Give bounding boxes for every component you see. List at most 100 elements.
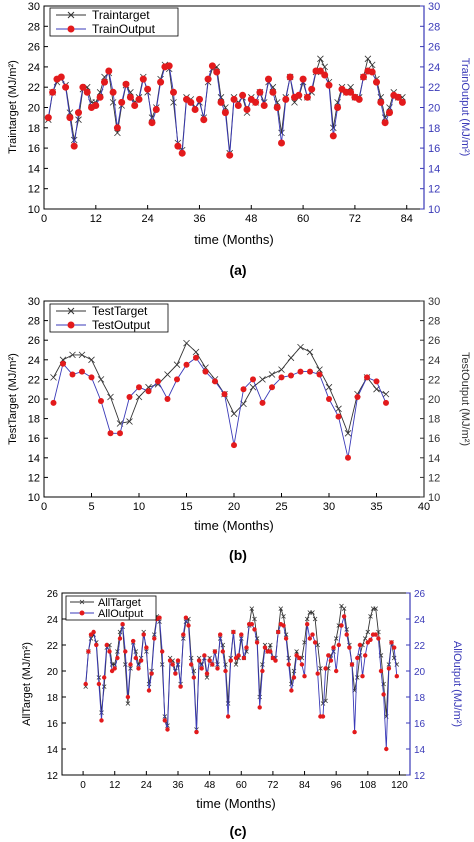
data-point-TrainOutput — [334, 104, 342, 111]
data-point-AllOutput — [160, 649, 165, 654]
data-point-AllOutput — [334, 668, 339, 674]
data-point-TestOutput — [231, 442, 237, 449]
data-point-AllOutput — [83, 681, 88, 687]
data-point-TestTarget — [278, 366, 285, 373]
x-axis-label-c: time (Months) — [196, 796, 275, 811]
data-point-TestTarget — [325, 383, 333, 391]
y-tick-label-right: 24 — [428, 62, 440, 74]
data-point-TrainOutput — [66, 114, 74, 122]
data-point-AllOutput — [349, 662, 355, 667]
data-point-TrainOutput — [170, 88, 177, 96]
y-axis-left-label-a: Traintarget (MJ/m²) — [7, 60, 19, 154]
data-point-TrainOutput — [101, 78, 108, 86]
y-tick-label-left: 22 — [47, 641, 59, 652]
data-point-TrainOutput — [386, 109, 393, 117]
legend-marker-output-a — [67, 25, 75, 33]
data-point-TrainOutput — [230, 95, 238, 103]
data-point-TestOutput — [259, 399, 266, 406]
data-point-TestOutput — [202, 368, 209, 375]
data-point-AllOutput — [178, 684, 183, 689]
data-point-TrainOutput — [139, 75, 147, 83]
data-point-TestOutput — [117, 430, 123, 437]
data-point-AllOutput — [281, 623, 286, 628]
data-point-TestOutput — [240, 386, 247, 393]
data-point-AllTarget — [225, 701, 231, 706]
data-point-AllTarget — [252, 616, 257, 622]
data-point-AllTarget — [294, 649, 299, 654]
data-point-TrainOutput — [252, 98, 260, 106]
data-point-AllTarget — [281, 614, 286, 619]
data-point-TestTarget — [297, 343, 304, 351]
data-point-AllOutput — [326, 653, 331, 658]
data-point-TestOutput — [335, 413, 342, 420]
y-tick-label-left: 18 — [28, 123, 40, 135]
y-tick-label-left: 26 — [47, 589, 59, 600]
data-point-TestOutput — [164, 396, 171, 402]
data-point-AllOutput — [344, 632, 349, 637]
data-point-AllOutput — [104, 642, 110, 648]
data-point-TestOutput — [69, 371, 76, 378]
x-tick-label: 72 — [267, 780, 279, 791]
data-point-AllOutput — [376, 636, 381, 641]
data-point-AllOutput — [347, 645, 352, 650]
data-point-TestOutput — [155, 378, 161, 385]
y-tick-label-right: 20 — [414, 667, 426, 678]
x-tick-label: 15 — [180, 501, 192, 513]
data-point-AllOutput — [207, 658, 212, 663]
y-tick-label-left: 14 — [28, 453, 40, 465]
data-point-AllTarget — [278, 606, 284, 611]
data-point-TrainOutput — [75, 109, 82, 117]
data-point-TestTarget — [78, 351, 86, 359]
x-tick-label: 84 — [299, 780, 311, 791]
x-tick-label: 30 — [323, 501, 335, 513]
data-point-TestOutput — [373, 378, 380, 385]
legend-b: TestTarget TestOutput — [49, 303, 169, 333]
y-tick-label-right: 16 — [428, 433, 440, 445]
data-point-AllOutput — [96, 681, 102, 687]
data-point-TrainOutput — [308, 85, 316, 93]
data-point-TrainOutput — [273, 104, 281, 111]
data-point-TestOutput — [288, 372, 294, 379]
data-point-TrainOutput — [303, 93, 311, 101]
data-point-AllOutput — [107, 649, 112, 654]
data-point-Traintarget — [66, 109, 74, 116]
data-point-TrainOutput — [122, 80, 130, 88]
y-tick-label-left: 26 — [28, 335, 40, 347]
x-tick-label: 60 — [297, 213, 309, 225]
data-point-Traintarget — [381, 114, 389, 121]
x-tick-label: 72 — [349, 213, 361, 225]
data-point-AllOutput — [389, 640, 394, 645]
data-point-TrainOutput — [368, 68, 376, 76]
data-point-TestOutput — [88, 374, 95, 381]
y-tick-label-left: 28 — [28, 316, 40, 328]
data-point-TrainOutput — [217, 98, 225, 106]
data-point-TestOutput — [183, 361, 190, 368]
y-tick-label-right: 12 — [428, 472, 440, 484]
data-point-AllOutput — [91, 629, 96, 635]
data-point-AllOutput — [225, 714, 231, 719]
y-tick-label-right: 16 — [414, 719, 426, 730]
data-point-AllOutput — [260, 668, 265, 674]
y-tick-label-right: 22 — [414, 641, 426, 652]
data-point-TrainOutput — [221, 109, 229, 117]
y-tick-label-left: 18 — [28, 414, 40, 426]
y-tick-label-left: 30 — [28, 1, 40, 13]
data-point-AllOutput — [136, 666, 141, 671]
data-point-TestOutput — [354, 394, 361, 400]
x-tick-label: 5 — [88, 501, 94, 513]
data-point-AllTarget — [365, 629, 371, 635]
data-point-AllOutput — [331, 645, 336, 650]
data-point-TrainOutput — [269, 88, 277, 96]
data-point-AllOutput — [152, 636, 157, 641]
x-tick-label: 0 — [41, 501, 47, 513]
data-point-AllOutput — [102, 675, 107, 680]
y-tick-label-left: 24 — [28, 62, 40, 74]
x-tick-label: 24 — [142, 213, 154, 225]
data-point-AllOutput — [257, 705, 262, 710]
data-point-TestOutput — [50, 399, 57, 406]
data-point-TrainOutput — [256, 88, 264, 96]
y-axis-right-label-a: TrainOutput (MJ/m²) — [459, 58, 471, 157]
data-point-AllOutput — [386, 666, 392, 671]
y-tick-label-right: 26 — [414, 589, 426, 600]
panel-label-c: (c) — [229, 823, 246, 839]
